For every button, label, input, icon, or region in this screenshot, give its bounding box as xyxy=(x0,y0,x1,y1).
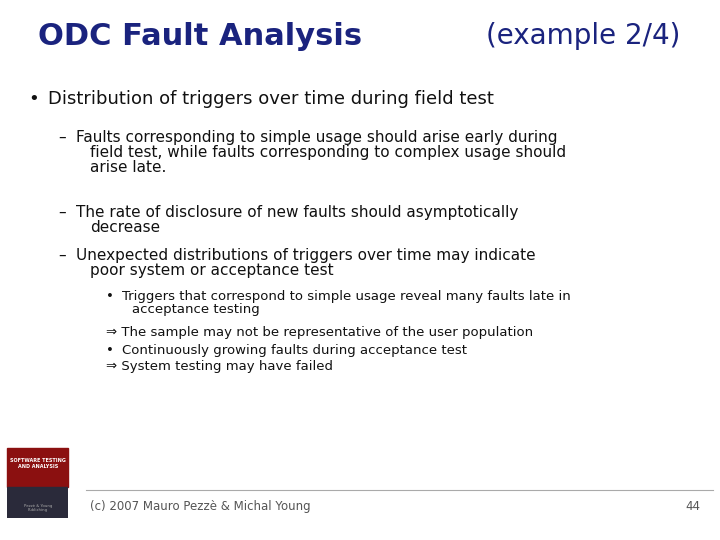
Text: ⇒ System testing may have failed: ⇒ System testing may have failed xyxy=(106,360,333,373)
Text: 44: 44 xyxy=(685,500,700,513)
Text: Continuously growing faults during acceptance test: Continuously growing faults during accep… xyxy=(122,344,467,357)
Text: •: • xyxy=(28,90,39,108)
Text: The rate of disclosure of new faults should asymptotically: The rate of disclosure of new faults sho… xyxy=(76,205,518,220)
Bar xyxy=(7,487,68,518)
Text: decrease: decrease xyxy=(90,220,160,235)
Text: ⇒ The sample may not be representative of the user population: ⇒ The sample may not be representative o… xyxy=(106,326,533,339)
Text: –: – xyxy=(58,130,66,145)
Text: Pezzè & Young
Publishing: Pezzè & Young Publishing xyxy=(24,504,52,512)
Text: (example 2/4): (example 2/4) xyxy=(485,22,680,50)
Text: Triggers that correspond to simple usage reveal many faults late in: Triggers that correspond to simple usage… xyxy=(122,290,571,303)
Text: •: • xyxy=(106,290,114,303)
Text: Faults corresponding to simple usage should arise early during: Faults corresponding to simple usage sho… xyxy=(76,130,557,145)
Text: •: • xyxy=(106,344,114,357)
Text: arise late.: arise late. xyxy=(90,160,166,175)
Bar xyxy=(7,448,68,487)
Text: –: – xyxy=(58,205,66,220)
Text: Distribution of triggers over time during field test: Distribution of triggers over time durin… xyxy=(48,90,494,108)
Text: field test, while faults corresponding to complex usage should: field test, while faults corresponding t… xyxy=(90,145,566,160)
Text: (c) 2007 Mauro Pezzè & Michal Young: (c) 2007 Mauro Pezzè & Michal Young xyxy=(90,500,310,513)
Text: ODC Fault Analysis: ODC Fault Analysis xyxy=(38,22,362,51)
Text: Unexpected distributions of triggers over time may indicate: Unexpected distributions of triggers ove… xyxy=(76,248,536,263)
Text: –: – xyxy=(58,248,66,263)
Text: SOFTWARE TESTING
AND ANALYSIS: SOFTWARE TESTING AND ANALYSIS xyxy=(10,458,66,469)
Text: poor system or acceptance test: poor system or acceptance test xyxy=(90,263,333,278)
Text: acceptance testing: acceptance testing xyxy=(132,303,260,316)
